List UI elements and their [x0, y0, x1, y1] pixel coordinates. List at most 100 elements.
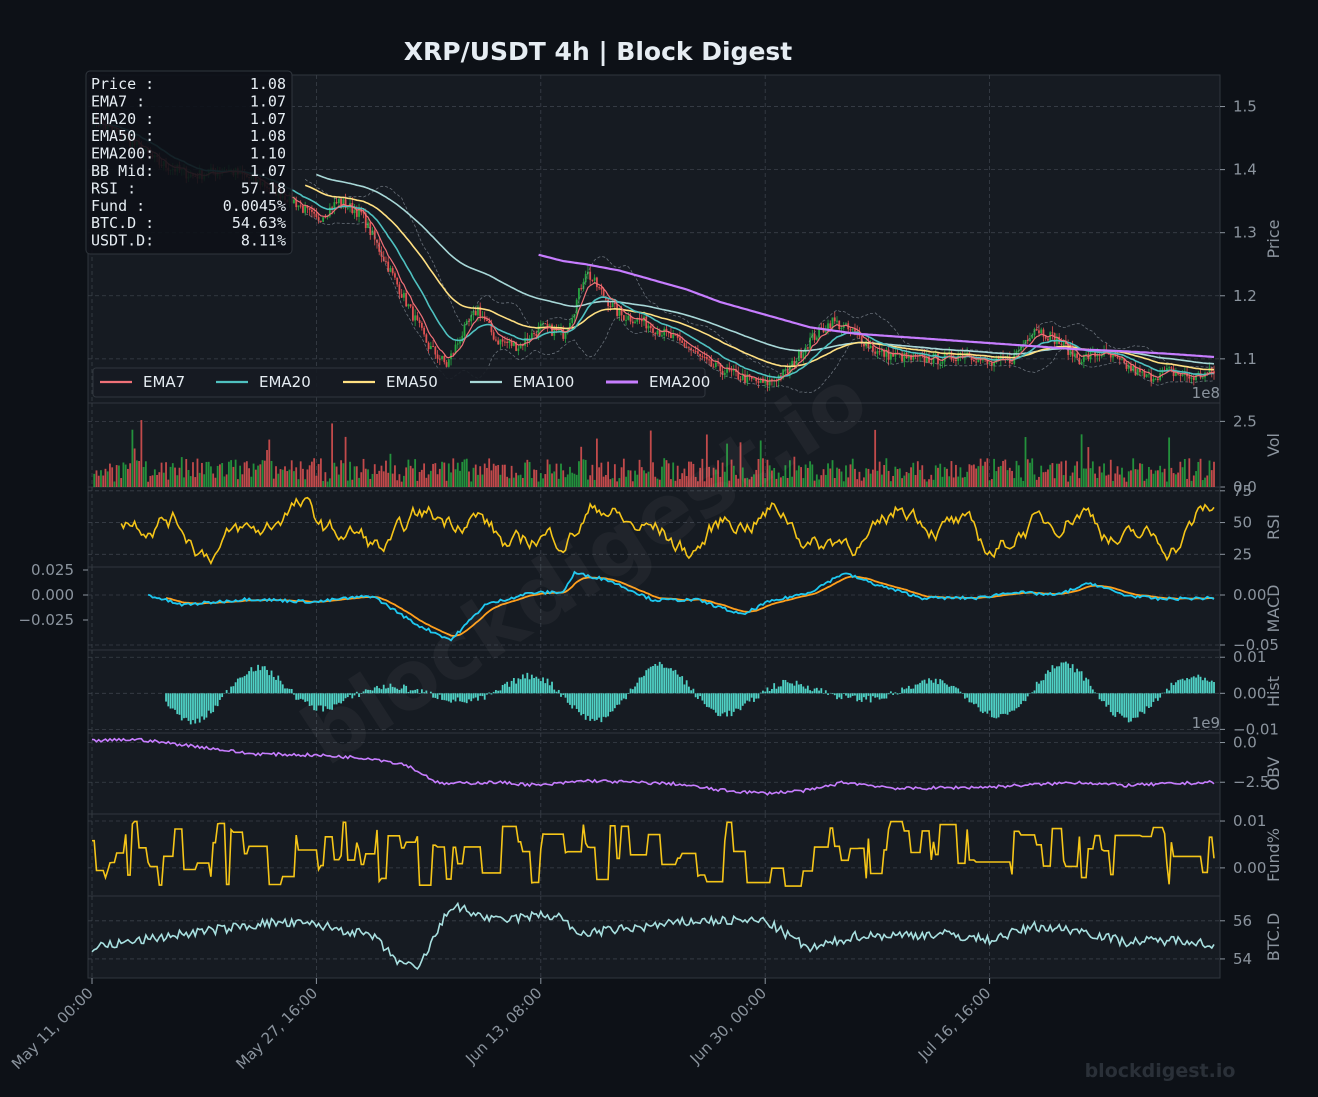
hist-bar	[533, 678, 535, 694]
candle-body	[596, 277, 598, 288]
hist-bar	[696, 693, 699, 699]
candle-body	[1141, 371, 1144, 373]
hist-bar	[943, 683, 946, 694]
hist-bar	[506, 681, 509, 694]
candle-body	[631, 321, 634, 324]
candle-body	[515, 342, 518, 351]
hist-bar	[741, 693, 744, 706]
hist-bar	[1026, 693, 1029, 697]
volume-bar	[219, 464, 221, 487]
candle-body	[477, 306, 479, 316]
volume-bar	[726, 443, 728, 487]
legend: EMA7 EMA20 EMA50 EMA100 EMA200	[92, 367, 710, 398]
hist-bar	[939, 679, 942, 694]
hist-bar	[425, 690, 428, 694]
candle-body	[818, 327, 820, 338]
hist-bar	[663, 667, 666, 694]
candle-body	[344, 199, 347, 208]
hist-bar	[1163, 692, 1166, 694]
hist-bar	[512, 678, 515, 694]
hist-bar	[1107, 693, 1110, 705]
volume-bar	[584, 459, 587, 487]
hist-bar	[849, 693, 852, 698]
volume-bar	[221, 463, 224, 487]
hist-bar	[703, 693, 706, 705]
hist-bar	[1033, 690, 1036, 694]
hist-bar	[937, 684, 939, 694]
hist-bar	[622, 693, 625, 699]
volume-bar	[185, 459, 188, 487]
hist-bar	[1085, 677, 1087, 694]
hist-bar	[423, 692, 426, 694]
volume-bar	[519, 474, 522, 487]
candle-body	[869, 345, 872, 349]
hist-bar	[1091, 689, 1094, 694]
candle-body	[679, 337, 681, 341]
volume-bar	[1206, 475, 1209, 487]
hist-bar	[369, 689, 372, 694]
candle-body	[652, 328, 654, 333]
hist-bar	[254, 670, 257, 694]
candle-body	[665, 328, 668, 332]
hist-bar	[952, 685, 955, 694]
y-axis-label-price: Price	[1264, 219, 1283, 258]
volume-bar	[490, 470, 493, 487]
candle-body	[1100, 355, 1103, 357]
volume-bar	[277, 473, 280, 487]
hist-bar	[880, 693, 883, 699]
volume-bar	[616, 481, 618, 487]
hist-bar	[495, 690, 497, 694]
hist-bar	[714, 693, 717, 713]
volume-bar	[1195, 471, 1197, 487]
hist-bar	[326, 693, 329, 709]
hist-bar	[721, 693, 724, 714]
hist-bar	[189, 693, 192, 725]
hist-bar	[1044, 673, 1047, 694]
hist-bar	[548, 685, 551, 694]
hist-bar	[613, 693, 616, 709]
candle-body	[403, 292, 405, 298]
candle-body	[618, 309, 621, 316]
candle-body	[836, 320, 838, 322]
y-tick-label: 0.01	[1233, 812, 1266, 830]
volume-bar	[380, 465, 383, 487]
candle-body	[1118, 357, 1121, 360]
candle-body	[654, 332, 657, 335]
hist-bar	[411, 690, 414, 694]
candle-body	[802, 353, 805, 359]
hist-bar	[521, 674, 524, 694]
candle-body	[723, 372, 726, 375]
candle-body	[990, 362, 993, 366]
hist-bar	[1064, 661, 1067, 694]
volume-bar	[600, 462, 603, 487]
candle-body	[1015, 350, 1018, 354]
candle-body	[629, 316, 632, 322]
volume-bar	[842, 481, 845, 487]
candle-body	[972, 360, 975, 362]
volume-bar	[407, 459, 410, 487]
volume-bar	[961, 477, 964, 487]
volume-bar	[293, 471, 295, 487]
footer-brand: blockdigest.io	[1085, 1060, 1236, 1082]
volume-bar	[919, 469, 921, 487]
volume-bar	[1174, 474, 1177, 487]
volume-bar	[1008, 467, 1011, 487]
volume-bar	[328, 478, 331, 487]
candle-body	[757, 381, 760, 383]
volume-bar	[445, 480, 448, 487]
hist-series	[165, 661, 1215, 725]
volume-bar	[964, 476, 966, 487]
volume-bar	[757, 459, 760, 487]
volume-bar	[827, 463, 829, 487]
volume-bar	[324, 472, 327, 487]
hist-bar	[241, 677, 244, 694]
hist-bar	[1157, 693, 1159, 701]
volume-bar	[1087, 447, 1090, 487]
volume-bar	[786, 477, 789, 487]
volume-bar	[1143, 480, 1146, 487]
volume-bar	[972, 464, 975, 487]
volume-bar	[551, 473, 553, 487]
volume-bar	[575, 474, 578, 487]
hist-bar	[429, 691, 432, 694]
hist-bar	[373, 687, 376, 694]
